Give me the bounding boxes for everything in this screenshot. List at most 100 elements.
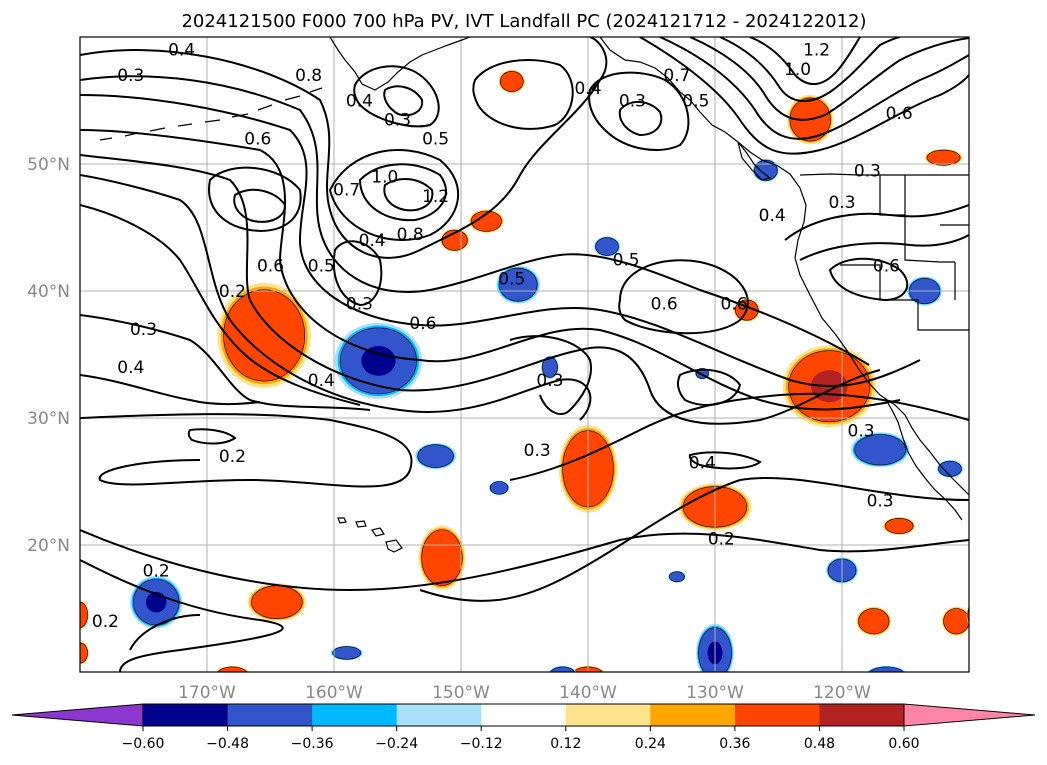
colorbar-tick-label: −0.60 [122, 736, 165, 752]
shaded-region [668, 571, 685, 583]
shaded-region [884, 518, 914, 534]
shaded-region [926, 149, 961, 166]
contour-label: 1.0 [905, 22, 932, 42]
contour-label: 0.6 [244, 130, 271, 150]
colorbar-tick-label: 0.60 [888, 736, 919, 752]
contour-label: 0.8 [924, 22, 951, 42]
vancouver-island [737, 141, 772, 181]
contour-label: 0.3 [867, 492, 894, 512]
shaded-region [332, 646, 361, 660]
shaded-region [858, 608, 890, 635]
contour-label: 0.3 [117, 66, 144, 86]
colorbar-extend-min [11, 703, 144, 727]
hawaii-islands [337, 517, 403, 553]
contour-label: 0.2 [219, 447, 246, 467]
shaded-region [854, 434, 906, 466]
contour-label: 0.4 [346, 92, 373, 112]
contour-label: 0.2 [92, 612, 119, 632]
shaded-region [550, 666, 575, 672]
contour-label: 0.5 [613, 250, 640, 270]
colorbar-tick-label: 0.24 [635, 736, 666, 752]
gridlines [80, 37, 969, 672]
colorbar-tick-label: −0.24 [375, 736, 418, 752]
contour-label: 0.5 [682, 92, 709, 112]
contour-label: 0.4 [689, 453, 716, 473]
map-title: 2024121500 F000 700 hPa PV, IVT Landfall… [181, 11, 866, 32]
colorbar-tick-label: −0.48 [206, 736, 249, 752]
longitude-label: 150°W [432, 683, 490, 703]
map-area: 0.30.40.80.40.30.50.61.01.20.70.80.40.6 0… [79, 22, 970, 673]
colorbar-tick-label: 0.12 [550, 736, 581, 752]
latitude-label: 50°N [27, 155, 70, 175]
shaded-region [754, 159, 778, 181]
contour-label: 1.0 [371, 168, 398, 188]
baja-california-coastline [884, 397, 963, 521]
latitude-label: 40°N [27, 282, 70, 302]
shaded-region [500, 70, 524, 92]
latitude-label: 30°N [27, 409, 70, 429]
longitude-tick-labels: 170°W 160°W 150°W 140°W 130°W 120°W [178, 683, 871, 703]
longitude-label: 140°W [559, 683, 617, 703]
contour-label: 0.4 [574, 79, 601, 99]
contour-label: 0.5 [308, 257, 335, 277]
contour-label: 0.3 [848, 422, 875, 442]
shaded-region [223, 289, 306, 382]
longitude-label: 160°W [305, 683, 363, 703]
colorbar-tick-label: 0.48 [804, 736, 835, 752]
contour-label: 0.4 [359, 231, 386, 251]
shaded-region [489, 481, 509, 495]
contour-label: 1.4 [822, 22, 849, 42]
contour-label: 0.2 [219, 282, 246, 302]
shaded-region [470, 210, 502, 232]
contour-label: 0.6 [873, 257, 900, 277]
longitude-label: 130°W [686, 683, 744, 703]
contour-label: 0.3 [346, 295, 373, 315]
longitude-label: 120°W [813, 683, 871, 703]
shaded-region-core [361, 345, 396, 376]
contour-label: 0.3 [130, 320, 157, 340]
contour-label: 0.6 [409, 314, 436, 334]
contour-label: 1.2 [803, 41, 830, 61]
contour-label: 0.6 [886, 104, 913, 124]
contour-label: 0.4 [168, 41, 195, 61]
colorbar-bin [565, 704, 651, 726]
colorbar-bin [143, 704, 229, 726]
contour-label: 0.2 [708, 530, 735, 550]
contour-label: 0.6 [721, 295, 748, 315]
contour-label: 1.2 [422, 187, 449, 207]
colorbar-bin [396, 704, 482, 726]
colorbar-bin [650, 704, 736, 726]
contour-label: 0.8 [397, 225, 424, 245]
contour-label: 0.4 [117, 358, 144, 378]
longitude-label: 170°W [178, 683, 236, 703]
coastlines [99, 37, 969, 553]
contour-label: 1.0 [784, 60, 811, 80]
contour-label: 0.7 [333, 180, 360, 200]
colorbar-bin [312, 704, 398, 726]
shaded-region [80, 601, 88, 628]
shaded-region [869, 666, 904, 672]
colorbar-tick-label: −0.36 [291, 736, 334, 752]
contour-label: 0.6 [257, 257, 284, 277]
contour-label: 0.6 [651, 295, 678, 315]
colorbar-tick-label: 0.36 [719, 736, 750, 752]
contour-label: 0.3 [619, 92, 646, 112]
shaded-region [217, 666, 248, 672]
shaded-region [967, 607, 969, 623]
shaded-region [417, 444, 454, 468]
contour-label: 0.3 [536, 371, 563, 391]
contour-label: 0.5 [498, 269, 525, 289]
contour-label: 0.5 [422, 130, 449, 150]
north-america-coastline [599, 37, 969, 496]
contour-label: 0.3 [524, 441, 551, 461]
colorbar-frame [142, 703, 905, 727]
latitude-label: 20°N [27, 536, 70, 556]
latitude-tick-labels: 50°N 40°N 30°N 20°N [27, 155, 70, 556]
colorbar: −0.60 −0.48 −0.36 −0.24 −0.12 0.12 0.24 0.36 0.4… [11, 703, 1036, 752]
colorbar-bin [481, 704, 567, 726]
shaded-region [595, 237, 619, 256]
colorbar-extend-max [903, 703, 1036, 727]
colorbar-bin [227, 704, 313, 726]
alaska-coastline [329, 37, 471, 91]
